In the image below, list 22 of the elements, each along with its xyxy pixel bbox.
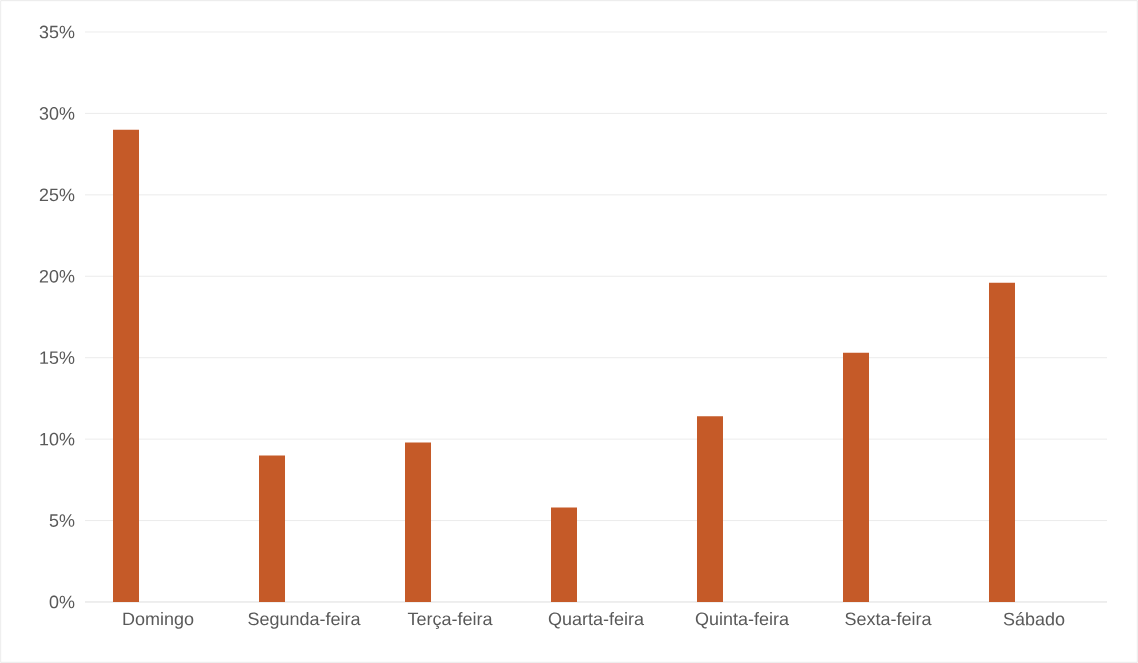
y-tick-label: 30% (39, 107, 75, 120)
x-tick-label: Sábado (1003, 612, 1065, 626)
y-tick-label: 35% (39, 25, 75, 39)
bar (113, 129, 140, 602)
bar (405, 442, 431, 602)
y-tick-label: 10% (40, 432, 75, 446)
x-tick-label: Domingo (123, 612, 194, 629)
y-tick-label: 0% (49, 595, 75, 609)
bar (259, 455, 286, 602)
bar (697, 416, 723, 602)
x-tick-label: Sexta-feira (845, 612, 932, 626)
bar (551, 507, 577, 602)
y-tick-label: 20% (39, 269, 75, 283)
y-tick-label: 25% (39, 188, 75, 202)
x-tick-label: Segunda-feira (248, 612, 361, 629)
y-tick-label: 5% (49, 514, 75, 527)
x-tick-label: Terça-feira (407, 612, 493, 629)
bar (989, 282, 1015, 602)
x-tick-label: Quinta-feira (695, 612, 790, 629)
y-tick-label: 15% (40, 351, 75, 365)
x-tick-label: Quarta-feira (548, 612, 645, 629)
bar (842, 352, 869, 602)
